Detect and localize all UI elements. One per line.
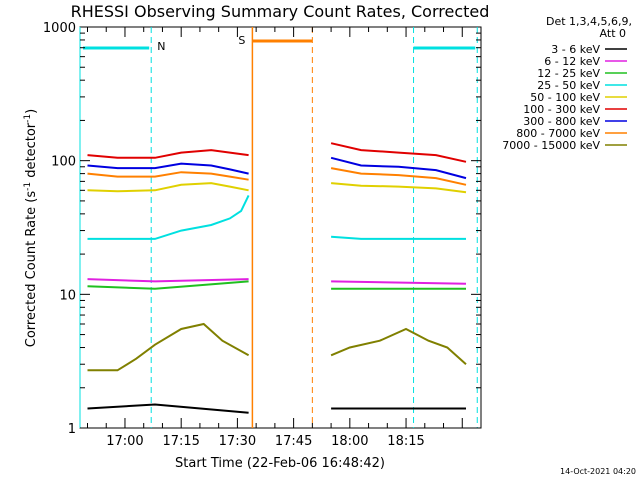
y-tick-label: 1: [68, 422, 76, 437]
series-line-3: [87, 194, 250, 240]
legend-label: 800 - 7000 keV: [516, 127, 600, 140]
series-line-8: [330, 327, 467, 365]
series-line-6: [87, 162, 249, 175]
series-line-1: [331, 280, 467, 285]
legend-label: 100 - 300 keV: [523, 103, 600, 116]
legend-label: 25 - 50 keV: [537, 79, 600, 92]
legend-label: 300 - 800 keV: [523, 115, 600, 128]
y-axis-label-main: Corrected Count Rate (s: [24, 191, 39, 348]
y-tick-label: 1000: [43, 21, 76, 36]
y-axis-label: Corrected Count Rate (s-1 detector-1): [23, 109, 39, 347]
series-line-0: [87, 403, 249, 414]
legend-label: 6 - 12 keV: [544, 55, 600, 68]
x-tick-label: 18:00: [331, 434, 368, 449]
axes: 1 10 100 1000 17:00 17:15 17:30 17:45 18:00 18:15: [43, 21, 482, 449]
x-tick-label: 18:15: [387, 434, 424, 449]
y-axis-label-exponent: -1: [23, 182, 33, 191]
legend-label: 12 - 25 keV: [537, 67, 600, 80]
x-axis-label: Start Time (22-Feb-06 16:48:42): [175, 456, 385, 471]
series-lines: [87, 142, 467, 414]
legend-header-line-1: Det 1,3,4,5,6,9,: [546, 15, 632, 28]
y-tick-label: 100: [51, 155, 76, 170]
y-axis-label-exponent-2: -1: [23, 114, 33, 123]
series-line-7: [87, 171, 249, 181]
plot-frame: [79, 26, 482, 429]
series-line-4: [331, 182, 467, 194]
series-line-8: [87, 322, 250, 372]
y-axis-label-close: ): [24, 109, 39, 114]
chart-title: RHESSI Observing Summary Count Rates, Co…: [71, 2, 490, 21]
y-axis-label-unit: detector: [24, 122, 39, 182]
y-tick-label: 10: [59, 288, 76, 303]
saa-annotation: S: [238, 34, 245, 47]
legend-label: 50 - 100 keV: [530, 91, 600, 104]
x-tick-label: 17:45: [275, 434, 312, 449]
series-line-4: [87, 182, 249, 193]
x-tick-label: 17:30: [219, 434, 256, 449]
series-line-5: [87, 149, 249, 159]
series-line-2: [87, 280, 249, 290]
x-tick-label: 17:15: [162, 434, 199, 449]
series-line-3: [331, 235, 466, 240]
series-line-7: [330, 167, 467, 186]
legend-label: 3 - 6 keV: [551, 43, 600, 56]
legend-header-line-2: Att 0: [600, 27, 626, 40]
generation-timestamp: 14-Oct-2021 04:20: [560, 467, 636, 476]
night-annotation: N: [157, 40, 165, 53]
series-line-1: [87, 278, 249, 283]
series-line-5: [330, 142, 467, 163]
legend-label: 7000 - 15000 keV: [502, 139, 600, 152]
x-tick-label: 17:00: [106, 434, 143, 449]
series-line-6: [330, 156, 467, 180]
